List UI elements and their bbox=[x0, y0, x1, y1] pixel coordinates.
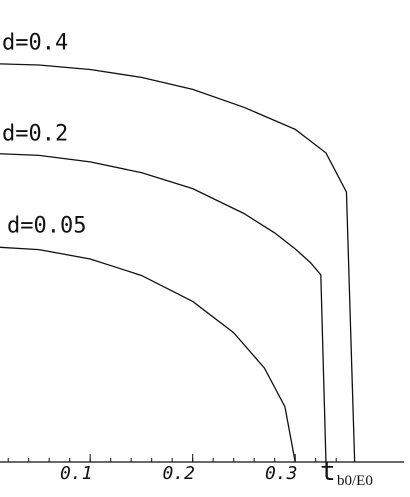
curve-labels: d=0.05 d=0.2 d=0.4 bbox=[2, 31, 86, 239]
x-tick-label: 0.2 bbox=[162, 463, 195, 484]
series-label: d=0.05 bbox=[7, 214, 86, 239]
curves bbox=[0, 63, 356, 463]
series-line-d-0-05 bbox=[0, 246, 296, 463]
x-tick-label: 0.3 bbox=[265, 463, 298, 484]
x-axis-label-subscript: b0/E0 bbox=[337, 473, 373, 489]
x-tick-label: 0.1 bbox=[60, 463, 93, 484]
x-axis-label: t bbox=[320, 457, 336, 487]
series-label: d=0.4 bbox=[2, 31, 68, 56]
series-line-d-0-4 bbox=[0, 63, 356, 463]
series-line-d-0-2 bbox=[0, 153, 327, 463]
series-label: d=0.2 bbox=[2, 121, 68, 146]
x-axis: 0.1 0.2 0.3 t b0/E0 bbox=[0, 454, 404, 489]
